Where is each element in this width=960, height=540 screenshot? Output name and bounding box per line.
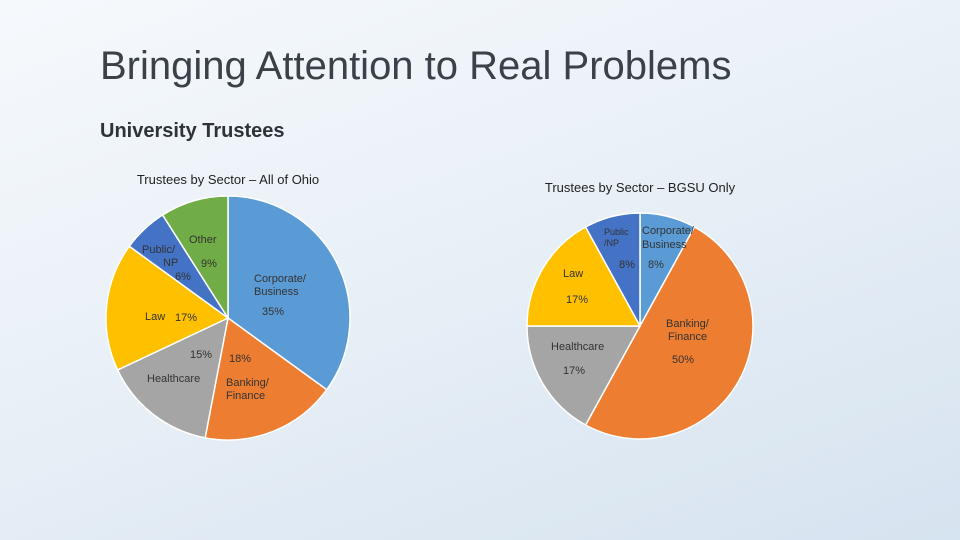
pct-healthcare-bgsu: 17% xyxy=(563,365,585,377)
label-banking-ohio-1: Banking/ xyxy=(226,377,270,389)
label-public-bgsu-2: /NP xyxy=(604,238,619,248)
chart-ohio: Trustees by Sector – All of Ohio Corpora… xyxy=(105,172,351,441)
label-corporate-ohio-2: Business xyxy=(254,286,299,298)
label-banking-ohio-2: Finance xyxy=(226,390,265,402)
pct-corporate-bgsu: 8% xyxy=(648,259,664,271)
pct-corporate-ohio: 35% xyxy=(262,306,284,318)
label-public-ohio-1: Public/ xyxy=(142,244,176,256)
chart-title-ohio: Trustees by Sector – All of Ohio xyxy=(137,172,319,187)
label-other-ohio: Other xyxy=(189,234,217,246)
label-corporate-bgsu-2: Business xyxy=(642,239,687,251)
chart-bgsu: Trustees by Sector – BGSU Only Corporate… xyxy=(526,180,754,440)
label-corporate-bgsu-1: Corporate/ xyxy=(642,225,695,237)
pct-law-ohio: 17% xyxy=(175,312,197,324)
slide-subtitle: University Trustees xyxy=(100,120,285,142)
pie-slice-other xyxy=(161,195,229,321)
pie-slice-banking xyxy=(204,316,328,441)
label-healthcare-bgsu: Healthcare xyxy=(551,341,604,353)
label-banking-bgsu-2: Finance xyxy=(668,331,707,343)
pct-law-bgsu: 17% xyxy=(566,294,588,306)
pct-public-ohio: 6% xyxy=(175,271,191,283)
label-corporate-ohio-1: Corporate/ xyxy=(254,273,307,285)
chart-title-bgsu: Trustees by Sector – BGSU Only xyxy=(545,180,736,195)
label-public-bgsu-1: Public xyxy=(604,227,629,237)
label-banking-bgsu-1: Banking/ xyxy=(666,318,710,330)
pie-slice-law xyxy=(526,225,642,327)
pct-other-ohio: 9% xyxy=(201,258,217,270)
pct-banking-ohio: 18% xyxy=(229,353,251,365)
pie-slice-banking xyxy=(584,225,754,440)
label-healthcare-ohio: Healthcare xyxy=(147,373,200,385)
pie-slice-healthcare xyxy=(526,325,642,427)
label-law-ohio: Law xyxy=(145,311,165,323)
pie-ohio xyxy=(105,195,351,441)
pie-slice-public xyxy=(584,212,641,327)
label-public-ohio-2: NP xyxy=(163,257,178,269)
label-law-bgsu: Law xyxy=(563,268,583,280)
pie-bgsu xyxy=(526,212,754,440)
pct-healthcare-ohio: 15% xyxy=(190,349,212,361)
slide-title: Bringing Attention to Real Problems xyxy=(100,44,732,88)
pct-public-bgsu: 8% xyxy=(619,259,635,271)
pie-slice-law xyxy=(105,245,230,371)
pie-slice-healthcare xyxy=(116,316,230,439)
pct-banking-bgsu: 50% xyxy=(672,354,694,366)
pie-slice-corporate xyxy=(227,195,351,391)
